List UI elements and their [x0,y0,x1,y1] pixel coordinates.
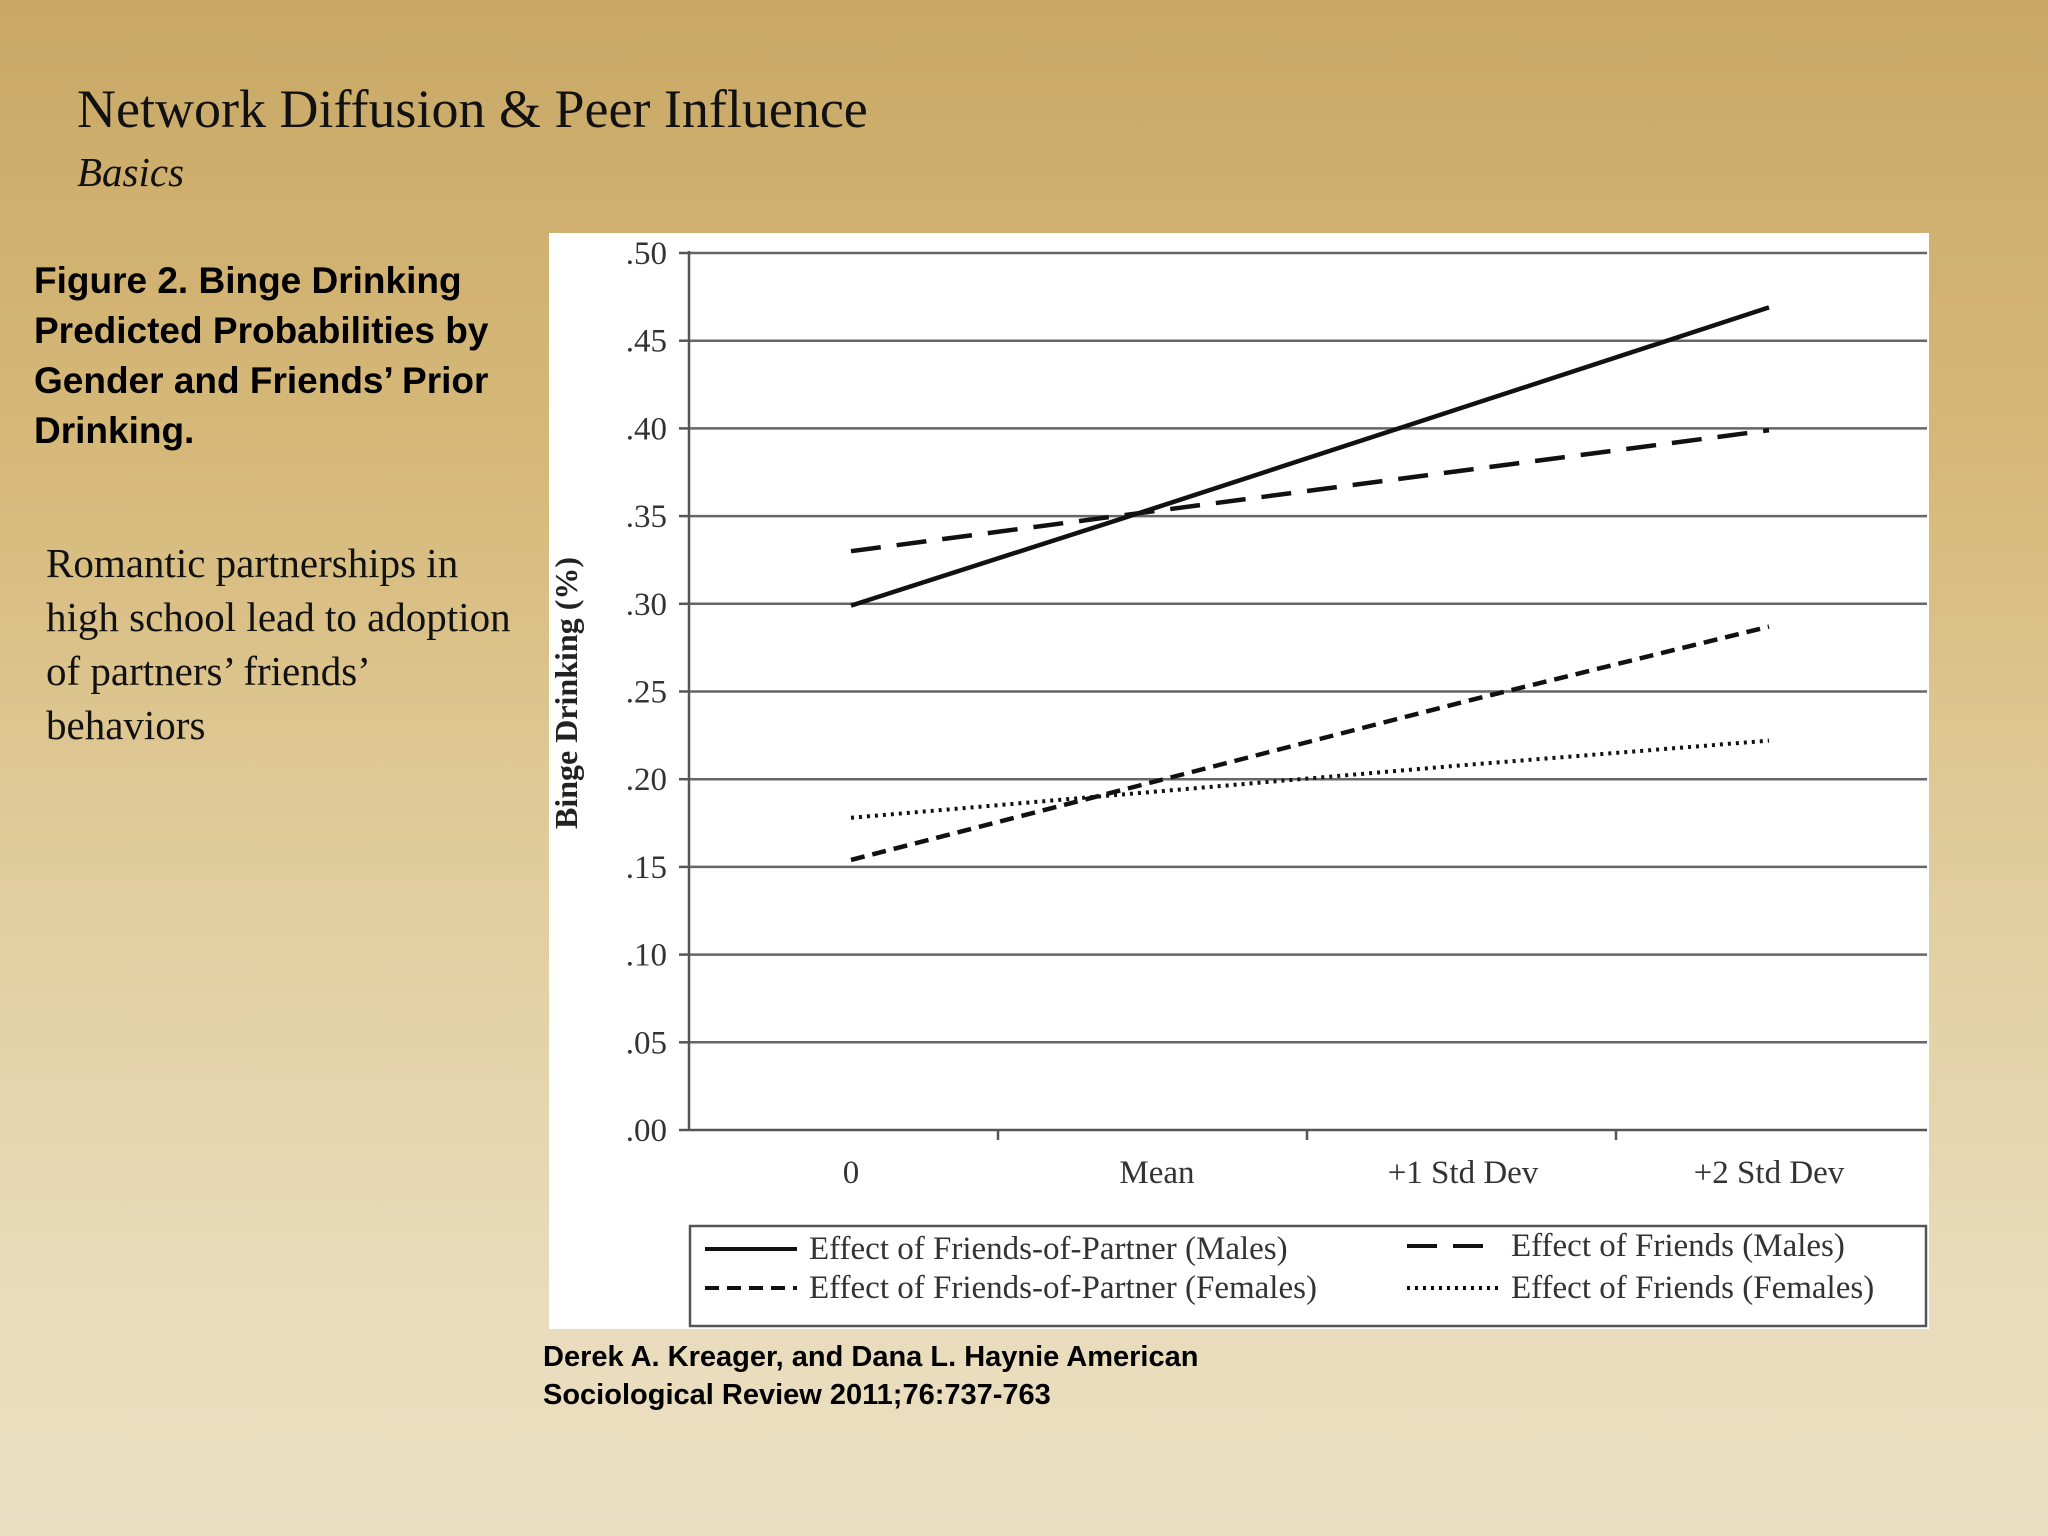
legend-label: Effect of Friends-of-Partner (Males) [809,1231,1288,1267]
legend-box [688,1224,1928,1328]
y-tick-label: .10 [626,938,667,974]
series-line [850,427,1770,554]
legend-label: Effect of Friends-of-Partner (Females) [809,1270,1317,1306]
line-chart: .00 .05 .10 .15 .20 .25 .30 .35 .40 .45 .50 0 Mean +… [549,236,1928,1328]
x-tick-label: +2 Std Dev [1694,1155,1845,1191]
x-tick-labels: 0 Mean +1 Std Dev +2 Std Dev [843,1155,1845,1191]
figure-caption: Figure 2. Binge Drinking Predicted Proba… [34,260,489,451]
series-line [850,624,1770,863]
series-line [850,738,1770,820]
chart-panel: .00 .05 .10 .15 .20 .25 .30 .35 .40 .45 .50 0 Mean +… [549,233,1929,1329]
legend-label: Effect of Friends (Males) [1511,1228,1845,1264]
citation-line-2: Sociological Review 2011;76:737-763 [543,1379,1051,1411]
series-line [850,305,1770,608]
y-tick-label: .15 [626,850,667,886]
y-tick-label: .20 [626,762,667,798]
legend-label: Effect of Friends (Females) [1511,1270,1874,1306]
axes [687,251,1927,1132]
y-tick-label: .00 [626,1113,667,1149]
citation-line-1: Derek A. Kreager, and Dana L. Haynie Ame… [543,1341,1199,1373]
series-lines [850,305,1770,863]
body-text: Romantic partnerships in high school lea… [46,540,511,748]
y-tick-label: .50 [626,236,667,272]
grid-lines [679,251,1927,1140]
y-tick-labels: .00 .05 .10 .15 .20 .25 .30 .35 .40 .45 .50 [626,236,667,1149]
legend: Effect of Friends-of-Partner (Males) Effe… [688,1224,1928,1328]
y-tick-label: .05 [626,1025,667,1061]
y-tick-label: .45 [626,324,667,360]
y-tick-label: .35 [626,499,667,535]
citation: Derek A. Kreager, and Dana L. Haynie Ame… [543,1338,1303,1414]
slide-subtitle: Basics [77,149,185,195]
x-tick-label: Mean [1119,1155,1194,1191]
y-axis-label: Binge Drinking (%) [549,557,584,829]
y-tick-label: .25 [626,675,667,711]
y-tick-label: .30 [626,587,667,623]
y-tick-label: .40 [626,411,667,447]
x-tick-label: 0 [843,1155,860,1191]
slide-title: Network Diffusion & Peer Influence [77,79,868,139]
x-tick-label: +1 Std Dev [1388,1155,1539,1191]
